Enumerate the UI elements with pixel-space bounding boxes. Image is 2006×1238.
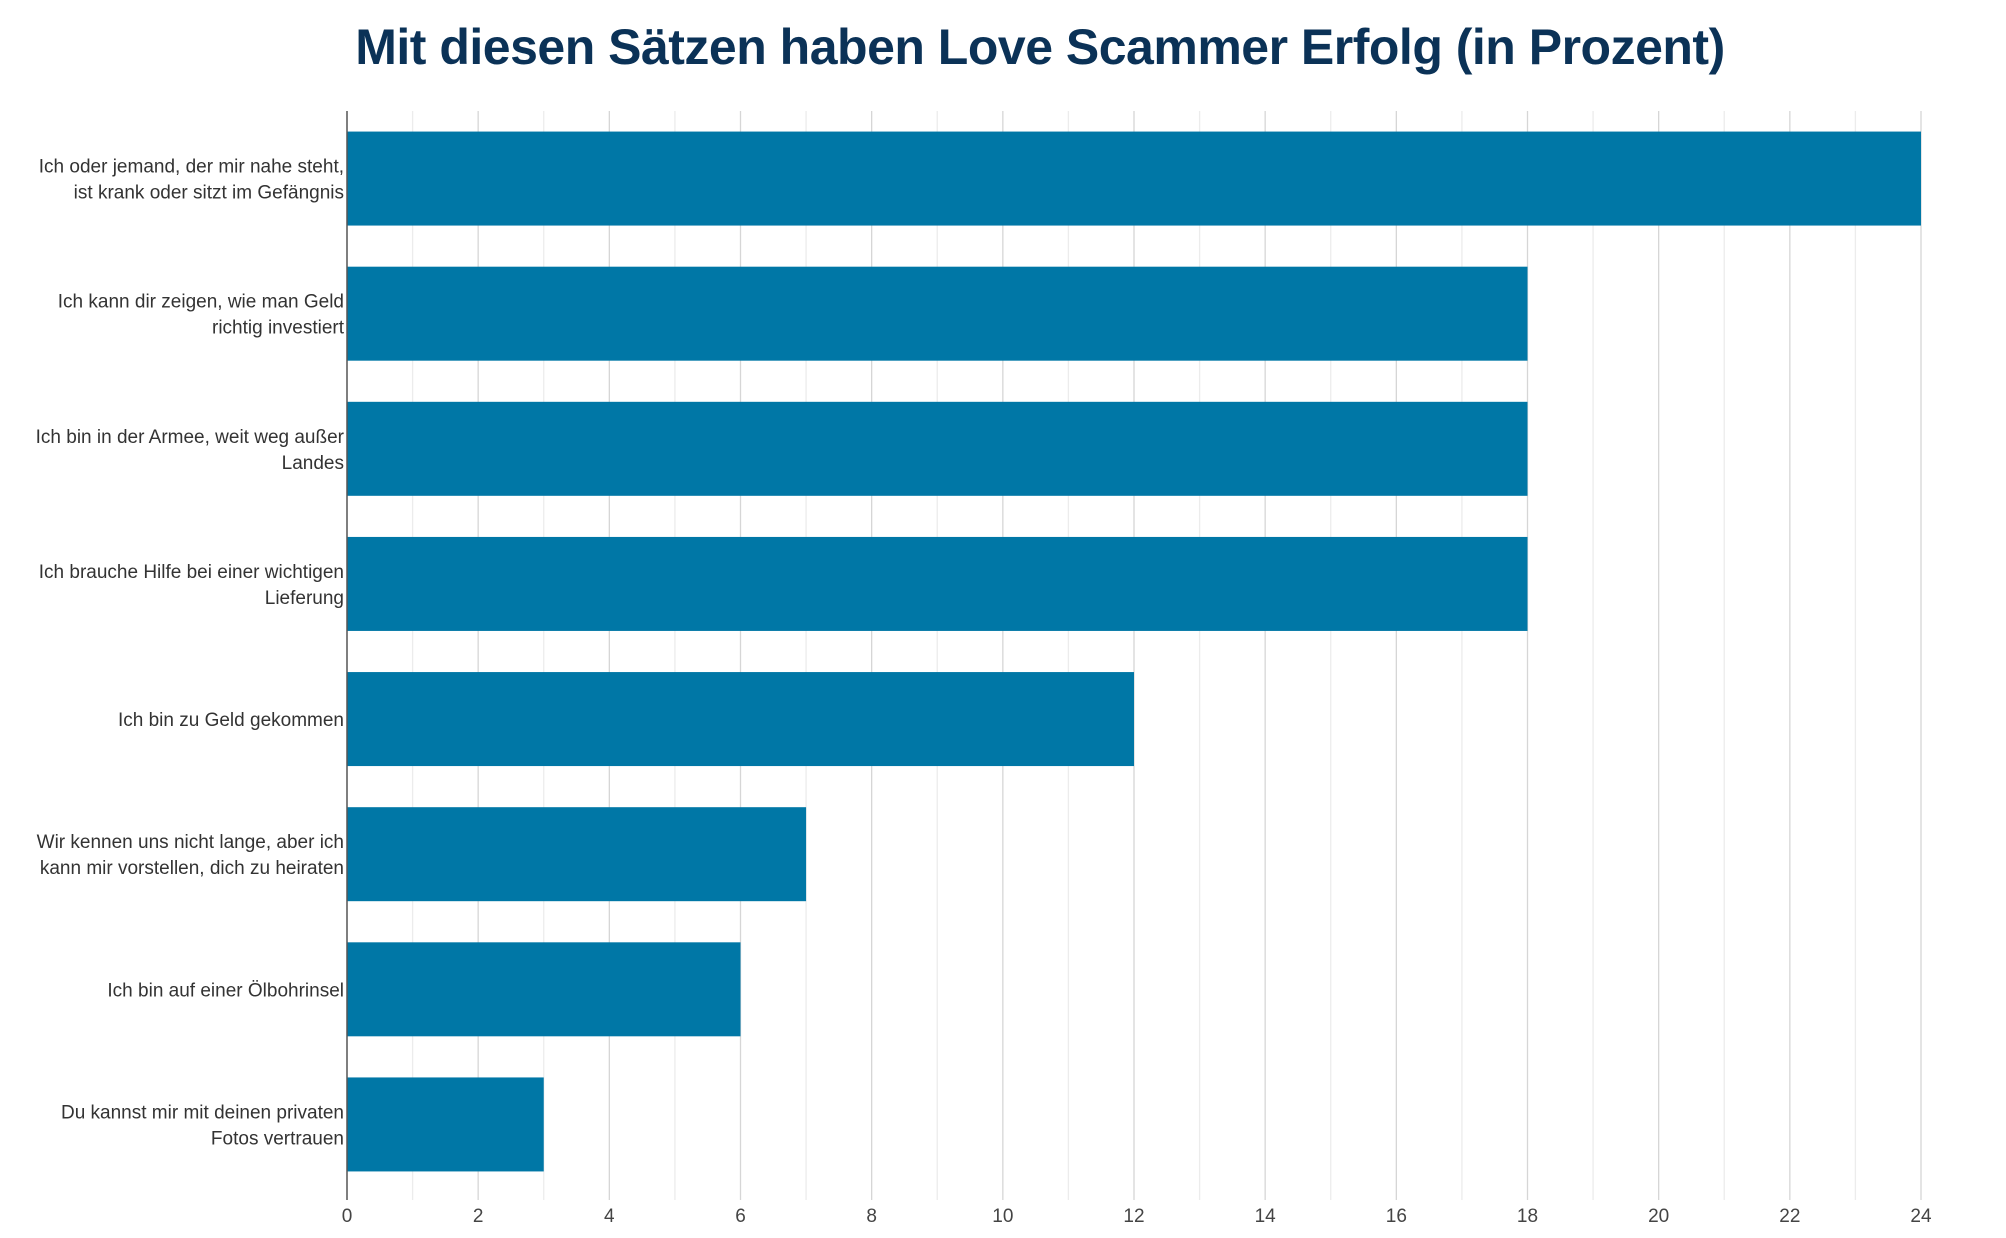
category-label: Ich oder jemand, der mir nahe steht, (39, 157, 344, 178)
category-label: Wir kennen uns nicht lange, aber ich (37, 832, 344, 853)
x-tick-label: 12 (1123, 1206, 1144, 1227)
category-label: Ich bin in der Armee, weit weg außer (36, 427, 345, 448)
bar (347, 536, 1528, 631)
bar (347, 266, 1528, 361)
category-label: kann mir vorstellen, dich zu heiraten (40, 858, 344, 879)
category-label: Fotos vertrauen (211, 1128, 344, 1149)
category-label: richtig investiert (212, 318, 345, 339)
x-tick-label: 10 (992, 1206, 1013, 1227)
x-tick-label: 16 (1386, 1206, 1407, 1227)
bar (347, 807, 807, 902)
x-tick-label: 18 (1517, 1206, 1538, 1227)
category-label: Ich bin zu Geld gekommen (118, 710, 344, 731)
x-tick-label: 2 (473, 1206, 484, 1227)
bar (347, 672, 1134, 767)
category-label: Ich kann dir zeigen, wie man Geld (58, 292, 344, 313)
chart-title: Mit diesen Sätzen haben Love Scammer Erf… (355, 19, 1725, 75)
bar (347, 131, 1921, 226)
category-label: Landes (282, 453, 344, 474)
bar (347, 401, 1528, 496)
bar (347, 942, 741, 1037)
category-label: Lieferung (265, 588, 344, 609)
x-tick-label: 6 (735, 1206, 746, 1227)
x-tick-label: 4 (604, 1206, 615, 1227)
x-tick-label: 24 (1910, 1206, 1932, 1227)
category-label: Ich bin auf einer Ölbohrinsel (107, 980, 344, 1001)
x-tick-label: 0 (342, 1206, 353, 1227)
x-tick-label: 14 (1255, 1206, 1277, 1227)
category-label: ist krank oder sitzt im Gefängnis (74, 183, 344, 204)
x-tick-label: 8 (866, 1206, 877, 1227)
bar (347, 1077, 544, 1172)
x-tick-label: 22 (1779, 1206, 1800, 1227)
x-tick-label: 20 (1648, 1206, 1669, 1227)
category-label: Ich brauche Hilfe bei einer wichtigen (39, 562, 344, 583)
category-label: Du kannst mir mit deinen privaten (61, 1102, 344, 1123)
